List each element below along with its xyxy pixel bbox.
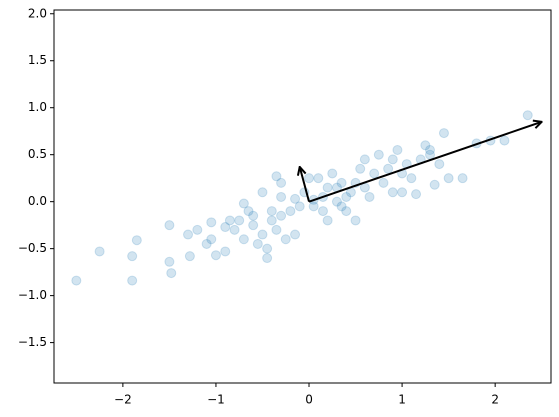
y-tick-label: −1.5 bbox=[18, 335, 47, 349]
point bbox=[229, 224, 240, 235]
point bbox=[308, 201, 319, 212]
point bbox=[234, 215, 245, 226]
point bbox=[331, 196, 342, 207]
point bbox=[266, 206, 277, 217]
point bbox=[322, 215, 333, 226]
point bbox=[184, 251, 195, 262]
point bbox=[220, 222, 231, 233]
point bbox=[166, 268, 177, 279]
point bbox=[201, 238, 212, 249]
point bbox=[224, 215, 235, 226]
point bbox=[378, 177, 389, 188]
y-tick-label: −1.0 bbox=[18, 288, 47, 302]
point bbox=[341, 191, 352, 202]
point bbox=[262, 253, 273, 264]
point bbox=[238, 234, 249, 245]
point bbox=[131, 235, 142, 246]
point bbox=[387, 187, 398, 198]
x-tick-label: 2 bbox=[491, 393, 499, 407]
point bbox=[434, 159, 445, 170]
point bbox=[406, 173, 417, 184]
point bbox=[522, 110, 533, 121]
point bbox=[276, 191, 287, 202]
point bbox=[294, 201, 305, 212]
point bbox=[206, 217, 217, 228]
point bbox=[373, 149, 384, 160]
point bbox=[271, 171, 282, 182]
point bbox=[355, 163, 366, 174]
point bbox=[276, 210, 287, 221]
plot-frame bbox=[53, 9, 552, 384]
point bbox=[336, 201, 347, 212]
point bbox=[350, 215, 361, 226]
point bbox=[364, 191, 375, 202]
point bbox=[248, 210, 259, 221]
x-tick-label: −1 bbox=[207, 393, 225, 407]
point bbox=[220, 246, 231, 257]
point bbox=[252, 238, 263, 249]
point bbox=[183, 229, 194, 240]
point bbox=[387, 154, 398, 165]
y-tick-label: 0.0 bbox=[28, 194, 47, 208]
point bbox=[359, 154, 370, 165]
point bbox=[336, 177, 347, 188]
x-tick-label: 1 bbox=[398, 393, 406, 407]
point bbox=[317, 206, 328, 217]
point bbox=[271, 224, 282, 235]
point bbox=[425, 144, 436, 155]
point bbox=[322, 182, 333, 193]
x-tick-label: 0 bbox=[305, 393, 313, 407]
point bbox=[420, 140, 431, 151]
point bbox=[429, 179, 440, 190]
point bbox=[94, 246, 105, 257]
point bbox=[457, 173, 468, 184]
point bbox=[392, 144, 403, 155]
point bbox=[238, 198, 249, 209]
point bbox=[290, 229, 301, 240]
y-tick-label: 2.0 bbox=[28, 6, 47, 20]
point bbox=[290, 193, 301, 204]
point bbox=[285, 206, 296, 217]
point bbox=[243, 206, 254, 217]
point bbox=[341, 206, 352, 217]
point bbox=[206, 234, 217, 245]
point bbox=[164, 256, 175, 267]
point bbox=[313, 173, 324, 184]
x-tick-label: −2 bbox=[114, 393, 132, 407]
point bbox=[210, 250, 221, 261]
point bbox=[257, 187, 268, 198]
point bbox=[127, 251, 138, 262]
y-tick-label: −0.5 bbox=[18, 241, 47, 255]
point bbox=[383, 163, 394, 174]
point bbox=[327, 168, 338, 179]
point bbox=[438, 128, 449, 139]
point bbox=[257, 229, 268, 240]
vector-arrow bbox=[308, 122, 542, 203]
point bbox=[397, 187, 408, 198]
y-tick-label: 0.5 bbox=[28, 147, 47, 161]
point bbox=[411, 189, 422, 200]
point bbox=[71, 275, 82, 286]
point bbox=[248, 220, 259, 231]
point bbox=[266, 215, 277, 226]
y-tick-label: 1.0 bbox=[28, 100, 47, 114]
y-tick-label: 1.5 bbox=[28, 53, 47, 67]
point bbox=[127, 275, 138, 286]
point bbox=[262, 243, 273, 254]
point bbox=[443, 173, 454, 184]
vector-arrow bbox=[300, 167, 310, 202]
point bbox=[192, 224, 203, 235]
point bbox=[369, 168, 380, 179]
point bbox=[276, 177, 287, 188]
point bbox=[304, 173, 315, 184]
point bbox=[280, 234, 291, 245]
point bbox=[499, 135, 510, 146]
point bbox=[164, 220, 175, 231]
